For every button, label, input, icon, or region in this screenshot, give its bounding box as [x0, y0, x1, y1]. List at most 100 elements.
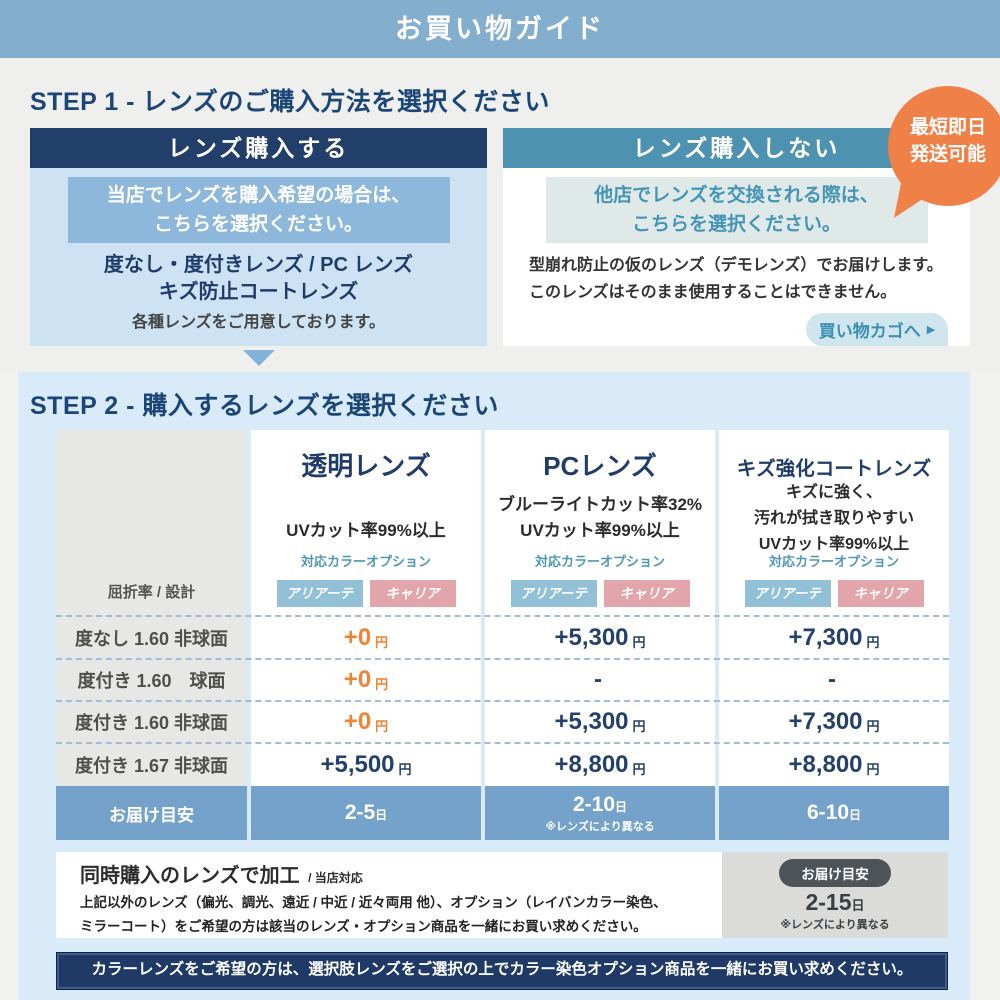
- option-buy-lenses: レンズ購入する 当店でレンズを購入希望の場合は、 こちらを選択ください。 度なし…: [30, 128, 487, 346]
- color-option-tags: アリアーテ キャリア: [251, 580, 481, 607]
- price-unit: 円: [375, 677, 389, 692]
- row-label: 度付き 1.60 球面: [56, 659, 247, 701]
- cart-button-label: 買い物カゴへ: [818, 322, 921, 341]
- same-day-shipping-badge: 最短即日 発送可能: [888, 86, 1000, 206]
- delivery-num: 2-5: [344, 801, 376, 824]
- skip-notes: 型崩れ防止の仮のレンズ（デモレンズ）でお届けします。 このレンズはそのまま使用す…: [529, 252, 943, 306]
- tag-ariarte: アリアーテ: [276, 580, 363, 607]
- processing-delivery-note: ※レンズにより異なる: [780, 918, 890, 931]
- column-features: キズに強く、 汚れが拭き取りやすい UVカット率99%以上: [719, 480, 949, 558]
- color-option-label: 対応カラーオプション: [768, 554, 899, 569]
- delivery-note: ※レンズにより異なる: [545, 820, 655, 833]
- row-separator: [56, 742, 949, 744]
- row-axis-label: 屈折率 / 設計: [107, 584, 196, 601]
- delivery-cell: 2-5日: [251, 786, 481, 840]
- step1-heading: STEP 1 - レンズのご購入方法を選択ください: [30, 88, 550, 116]
- price-cell[interactable]: +5,500 円: [251, 743, 481, 786]
- delivery-cell: 2-10日 ※レンズにより異なる: [485, 786, 715, 840]
- color-lens-notice: カラーレンズをご希望の方は、選択肢レンズをご選択の上でカラー染色オプション商品を…: [91, 961, 913, 978]
- price-value: +0: [343, 623, 372, 651]
- delivery-unit: 日: [851, 897, 865, 913]
- delivery-estimate-pill: お届け目安: [779, 858, 891, 887]
- price-unit: 円: [866, 761, 880, 777]
- feature-line: UVカット率99%以上: [520, 521, 680, 540]
- row-separator: [56, 615, 949, 617]
- column-header-clear-lens[interactable]: 透明レンズ UVカット率99%以上 対応カラーオプション アリアーテ キャリア: [251, 430, 481, 616]
- processing-body: 上記以外のレンズ（偏光、調光、遠近 / 中近 / 近々両用 他）、オプション（レ…: [80, 891, 667, 939]
- tag-ariarte: アリアーテ: [510, 580, 597, 607]
- price-unit: 円: [632, 634, 646, 650]
- price-value: +0: [343, 708, 372, 735]
- delivery-unit: 日: [849, 808, 862, 822]
- skip-note-line2: このレンズはそのまま使用することはできません。: [529, 284, 897, 301]
- processing-title: 同時購入のレンズで加工: [80, 865, 300, 887]
- row-separator: [56, 700, 949, 702]
- skip-callout: 他店でレンズを交換される際は、 こちらを選択ください。: [545, 177, 928, 243]
- page-title: お買い物ガイド: [395, 14, 605, 44]
- tag-carrier: キャリア: [369, 580, 456, 607]
- price-cell[interactable]: +0 円: [251, 701, 481, 743]
- delivery-label: お届け目安: [109, 805, 194, 825]
- color-option-tags: アリアーテ キャリア: [485, 580, 715, 607]
- price-value: +8,800: [788, 750, 863, 778]
- column-features: ブルーライトカット率32% UVカット率99%以上: [485, 492, 715, 544]
- price-cell[interactable]: +7,300 円: [719, 701, 949, 743]
- price-cell[interactable]: +8,800 円: [719, 743, 949, 786]
- delivery-num: 2-10: [572, 792, 615, 816]
- skip-note-line1: 型崩れ防止の仮のレンズ（デモレンズ）でお届けします。: [529, 257, 943, 274]
- price-value: +7,300: [788, 708, 863, 735]
- price-value: -: [828, 666, 836, 693]
- delivery-days: 2-5日: [345, 801, 387, 825]
- price-value: +5,300: [554, 623, 629, 651]
- price-unit: 円: [398, 761, 412, 777]
- tag-carrier: キャリア: [603, 580, 690, 607]
- price-cell[interactable]: +7,300 円: [719, 616, 949, 659]
- badge-line1: 最短即日: [909, 117, 986, 138]
- buy-callout-line1: 当店でレンズを購入希望の場合は、: [106, 185, 411, 206]
- buy-lenses-header[interactable]: レンズ購入する: [30, 128, 487, 168]
- skip-callout-line1: 他店でレンズを交換される際は、: [594, 185, 879, 206]
- feature-line: UVカット率99%以上: [286, 521, 446, 540]
- processing-title-row: 同時購入のレンズで加工 / 当店対応: [80, 859, 667, 888]
- price-cell[interactable]: +5,300 円: [485, 616, 715, 659]
- skip-callout-line2: こちらを選択ください。: [631, 214, 841, 235]
- buy-types-line2: キズ防止コートレンズ: [158, 281, 359, 303]
- row-label: 度付き 1.60 非球面: [56, 701, 247, 743]
- delivery-num: 6-10: [806, 801, 849, 824]
- color-option-label: 対応カラーオプション: [534, 554, 665, 569]
- delivery-cell: 6-10日: [719, 786, 949, 840]
- price-cell[interactable]: +5,300 円: [485, 701, 715, 743]
- row-separator: [56, 658, 949, 660]
- price-cell[interactable]: -: [719, 659, 949, 701]
- feature-line: UVカット率99%以上: [758, 536, 910, 553]
- price-cell[interactable]: -: [485, 659, 715, 701]
- buy-types-line1: 度なし・度付きレンズ / PC レンズ: [103, 254, 414, 276]
- column-header-scratch-coat-lens[interactable]: キズ強化コートレンズ キズに強く、 汚れが拭き取りやすい UVカット率99%以上…: [719, 430, 949, 616]
- processing-delivery-box: お届け目安 2-15日 ※レンズにより異なる: [722, 852, 948, 938]
- step2-heading: STEP 2 - 購入するレンズを選択ください: [30, 392, 499, 420]
- delivery-days: 6-10日: [807, 801, 861, 825]
- delivery-days: 2-10日: [573, 793, 627, 817]
- price-value: +7,300: [788, 623, 863, 651]
- column-title: PCレンズ: [543, 451, 657, 481]
- price-cell[interactable]: +8,800 円: [485, 743, 715, 786]
- delivery-num: 2-15: [805, 888, 852, 915]
- feature-line: キズに強く、: [785, 484, 882, 501]
- buy-callout: 当店でレンズを購入希望の場合は、 こちらを選択ください。: [67, 177, 450, 243]
- price-value: +5,500: [320, 750, 395, 778]
- go-to-cart-button[interactable]: 買い物カゴへ ▶: [806, 313, 948, 346]
- delivery-row-label-cell: お届け目安: [56, 786, 247, 840]
- column-features: UVカット率99%以上: [251, 518, 481, 544]
- processing-title-suffix: / 当店対応: [308, 871, 363, 885]
- price-unit: 円: [375, 634, 389, 650]
- price-value: +5,300: [554, 708, 629, 735]
- simultaneous-purchase-box: 同時購入のレンズで加工 / 当店対応 上記以外のレンズ（偏光、調光、遠近 / 中…: [56, 852, 948, 938]
- price-cell[interactable]: +0 円: [251, 616, 481, 659]
- price-cell[interactable]: +0 円: [251, 659, 481, 701]
- color-option-tags: アリアーテ キャリア: [719, 580, 949, 607]
- processing-body-line2: ミラーコート）をご希望の方は該当のレンズ・オプション商品を一緒にお買い求めくださ…: [80, 919, 647, 934]
- column-header-pc-lens[interactable]: PCレンズ ブルーライトカット率32% UVカット率99%以上 対応カラーオプシ…: [485, 430, 715, 616]
- column-title: キズ強化コートレンズ: [736, 458, 932, 480]
- color-lens-notice-bar: カラーレンズをご希望の方は、選択肢レンズをご選択の上でカラー染色オプション商品を…: [56, 952, 948, 990]
